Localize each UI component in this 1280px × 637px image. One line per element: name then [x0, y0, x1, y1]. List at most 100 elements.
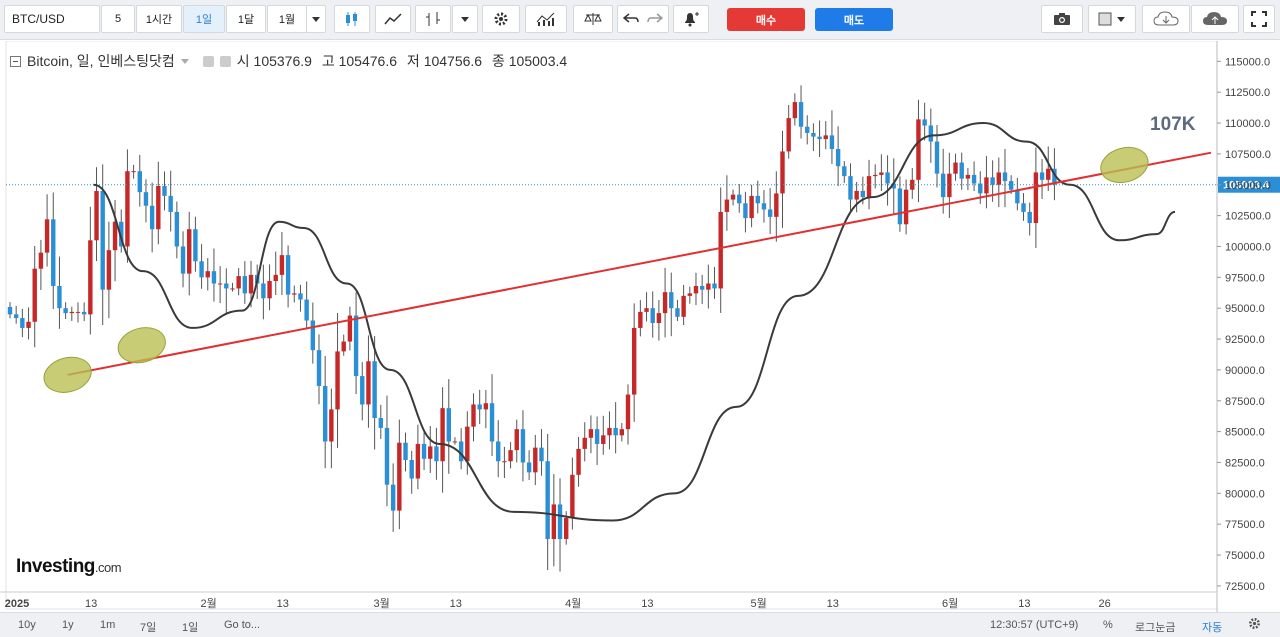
percent-toggle[interactable]: %: [1103, 619, 1113, 631]
candle-body: [662, 292, 668, 314]
indicators-icon[interactable]: [525, 5, 567, 33]
settings-gear-icon[interactable]: [482, 5, 520, 33]
cloud-upload-icon[interactable]: [1191, 5, 1239, 33]
compare-scale-icon[interactable]: [573, 5, 613, 33]
candle-body: [829, 135, 835, 149]
candle-body: [854, 190, 859, 200]
candle-body: [211, 271, 217, 284]
candle-body: [322, 385, 328, 442]
undo-icon[interactable]: [623, 13, 639, 25]
candle-body: [75, 311, 81, 313]
bar-chart-icon[interactable]: [415, 5, 451, 33]
collapse-legend-icon[interactable]: [10, 55, 21, 67]
legend-title: Bitcoin, 일, 인베스팅닷컴: [27, 53, 175, 69]
candle-body: [638, 311, 643, 328]
price-tick-label: 85000.0: [1225, 427, 1265, 439]
time-tick-label: 5월: [750, 597, 766, 610]
range-1day[interactable]: 1일: [182, 622, 199, 634]
price-tick-label: 112500.0: [1225, 87, 1270, 99]
candle-body: [1021, 203, 1026, 212]
candle-body: [32, 268, 37, 322]
auto-scale-toggle[interactable]: 자동: [1202, 622, 1223, 634]
candle-body: [230, 288, 235, 290]
legend-dropdown-icon[interactable]: [180, 58, 189, 64]
price-tick-label: 72500.0: [1225, 581, 1265, 593]
candle-body: [143, 192, 149, 206]
sell-button[interactable]: 매도: [815, 8, 893, 31]
log-scale-toggle[interactable]: 로그눈금: [1135, 622, 1176, 634]
alert-bell-icon[interactable]: [673, 5, 709, 33]
redo-icon[interactable]: [647, 13, 663, 25]
candle-body: [866, 176, 872, 198]
time-tick-label: 13: [450, 598, 462, 610]
range-10y[interactable]: 10y: [18, 619, 36, 631]
candle-body: [743, 203, 748, 219]
candlestick-icon[interactable]: [334, 5, 370, 33]
time-tick-label: 13: [641, 598, 653, 610]
candle-body: [471, 404, 476, 427]
price-chart[interactable]: 105003.4 107K 72500.0 75000.0 77500.0 80000.…: [0, 41, 1280, 612]
range-1m[interactable]: 1m: [100, 619, 116, 631]
interval-1day[interactable]: 1일: [183, 5, 225, 33]
candle-body: [718, 211, 723, 289]
candle-body: [180, 246, 186, 274]
chart-settings-gear-icon[interactable]: [1248, 617, 1261, 633]
legend-settings-icon[interactable]: [202, 55, 214, 67]
fullscreen-icon[interactable]: [1243, 5, 1275, 33]
price-tick-label: 102500.0: [1225, 211, 1271, 223]
candle-body: [817, 136, 822, 140]
candle-body: [526, 462, 532, 473]
range-1y[interactable]: 1y: [62, 619, 74, 631]
trendline: [67, 151, 1212, 376]
template-square-icon[interactable]: [1088, 5, 1136, 33]
candle-body: [51, 219, 56, 286]
interval-5[interactable]: 5: [101, 5, 135, 33]
goto-date[interactable]: Go to...: [224, 619, 261, 631]
interval-1week[interactable]: 1월: [267, 5, 307, 33]
candle-body: [613, 427, 618, 436]
undo-redo-group: [617, 5, 669, 33]
candle-body: [106, 250, 112, 290]
candle-body: [508, 450, 513, 462]
candle-body: [390, 484, 396, 511]
symbol-input[interactable]: BTC/USD: [4, 5, 100, 33]
logo-suffix: .com: [94, 560, 122, 575]
candle-body: [236, 276, 241, 289]
chart-type-dropdown-icon[interactable]: [452, 5, 478, 33]
candle-body: [607, 427, 612, 436]
candle-body: [564, 518, 569, 539]
cloud-download-icon[interactable]: [1142, 5, 1190, 33]
candle-body: [81, 311, 87, 315]
candle-body: [984, 177, 989, 194]
candle-body: [650, 308, 655, 323]
candle-body: [687, 293, 692, 296]
price-tick-label: 77500.0: [1225, 519, 1265, 531]
area-chart-icon[interactable]: [375, 5, 411, 33]
candle-body: [835, 148, 841, 167]
plot-area: [5, 41, 1218, 610]
time-tick-label: 13: [827, 598, 839, 610]
interval-1month[interactable]: 1달: [226, 5, 266, 33]
candle-body: [576, 448, 581, 475]
price-tick-label: 107500.0: [1225, 149, 1271, 161]
candle-body: [168, 195, 173, 212]
price-tick-label: 115000.0: [1225, 56, 1270, 68]
candle-body: [706, 283, 711, 290]
bottom-bar: 10y 1y 1m 7일 1일 Go to... 12:30:57 (UTC+9…: [0, 612, 1280, 637]
candle-body: [940, 173, 946, 198]
camera-icon[interactable]: [1041, 5, 1083, 33]
candle-body: [267, 281, 272, 299]
candle-body: [1015, 189, 1020, 204]
candle-body: [88, 240, 93, 315]
candle-body: [44, 219, 50, 253]
time-tick-label: 3월: [373, 597, 389, 610]
interval-1hour[interactable]: 1시간: [136, 5, 182, 33]
range-7day[interactable]: 7일: [140, 622, 157, 634]
interval-dropdown-icon[interactable]: [306, 5, 326, 33]
candle-body: [119, 221, 124, 247]
buy-button[interactable]: 매수: [727, 8, 805, 31]
candle-body: [1033, 172, 1039, 224]
candle-body: [489, 403, 495, 442]
candle-body: [421, 443, 427, 459]
legend-visibility-icon[interactable]: [219, 55, 231, 67]
